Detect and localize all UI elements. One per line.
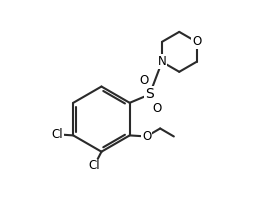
Text: N: N	[157, 55, 166, 68]
Text: Cl: Cl	[88, 160, 100, 173]
Text: O: O	[152, 102, 162, 115]
Text: O: O	[140, 74, 149, 87]
Text: O: O	[192, 35, 201, 48]
Text: Cl: Cl	[52, 128, 63, 141]
Text: O: O	[142, 130, 151, 143]
Text: S: S	[145, 87, 154, 101]
